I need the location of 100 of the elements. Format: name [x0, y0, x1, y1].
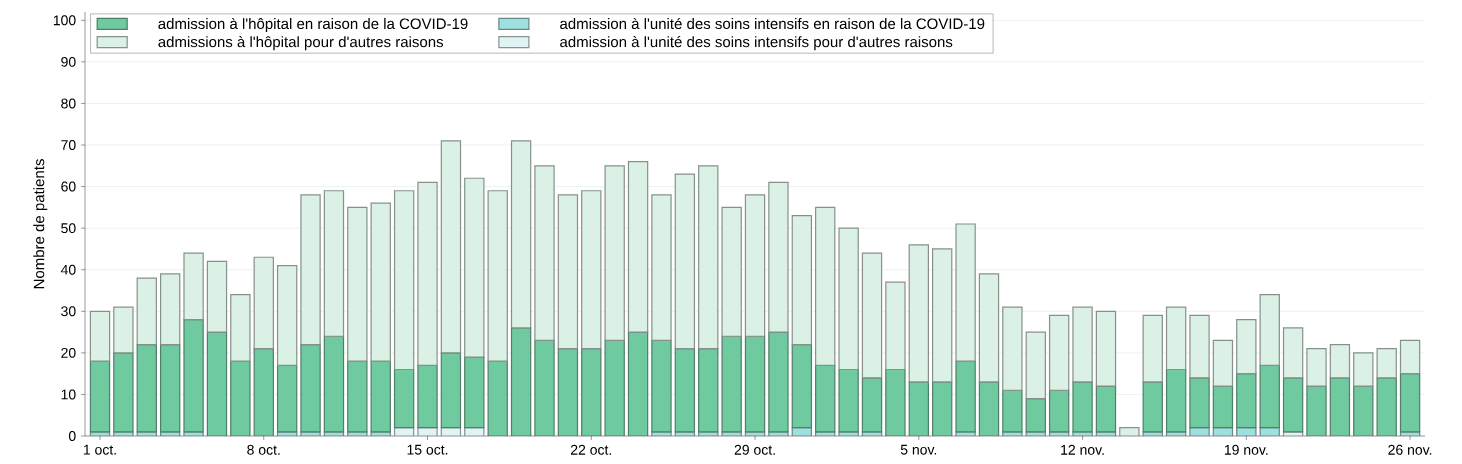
bar	[768, 331, 789, 433]
bar	[206, 260, 228, 333]
bar	[1189, 377, 1210, 429]
x-tick-label: 5 nov.	[900, 444, 937, 455]
bar	[1259, 364, 1280, 429]
bar	[253, 256, 274, 350]
bar	[838, 227, 859, 371]
bar	[698, 348, 719, 433]
bar	[1072, 306, 1093, 383]
y-tick-label: 70	[61, 140, 76, 150]
bar	[1072, 381, 1093, 433]
bar	[1236, 319, 1257, 375]
bar	[534, 165, 555, 341]
legend-label: admission à l'unité des soins intensifs pour d'autres raisons	[560, 36, 953, 51]
bar	[674, 348, 696, 433]
bar	[487, 190, 508, 362]
bar	[510, 140, 532, 329]
bar	[815, 364, 836, 433]
bar	[744, 194, 766, 337]
x-tick-label: 15 oct.	[407, 444, 448, 455]
y-tick-label: 20	[61, 347, 76, 358]
bar	[1353, 352, 1374, 387]
legend-label: admission à l'unité des soins intensifs en raison de la COVID-19	[560, 17, 985, 30]
bar	[1165, 306, 1187, 371]
bar	[1259, 294, 1280, 366]
bar	[417, 181, 438, 366]
bar	[1002, 389, 1023, 433]
bar	[1189, 314, 1210, 379]
bar	[651, 339, 672, 433]
bar	[581, 190, 602, 350]
bar	[698, 165, 719, 350]
bar	[955, 360, 976, 433]
bar	[1142, 314, 1163, 383]
bar	[791, 343, 813, 429]
y-axis-title: Nombre de patients	[33, 159, 48, 289]
bar	[230, 294, 251, 362]
bar	[1095, 310, 1117, 387]
bar	[440, 140, 462, 354]
legend-label: admissions à l'hôpital pour d'autres raisons	[158, 36, 444, 51]
bar	[300, 194, 321, 346]
bar	[183, 319, 204, 433]
bar	[1142, 381, 1163, 433]
bar	[113, 352, 134, 433]
y-tick-label: 50	[61, 223, 76, 234]
bar	[885, 281, 906, 371]
bar	[183, 252, 204, 321]
bar	[861, 252, 883, 379]
bar	[393, 368, 415, 429]
bar	[1306, 348, 1327, 387]
bar	[1399, 339, 1421, 375]
bar	[300, 343, 321, 433]
bar	[1025, 397, 1046, 433]
bar	[861, 377, 883, 433]
bar	[604, 165, 625, 341]
x-tick-label: 22 oct.	[570, 444, 611, 455]
bar	[113, 306, 134, 354]
bar	[276, 364, 298, 433]
bar	[1025, 331, 1046, 400]
bar	[744, 335, 766, 433]
bar	[1095, 385, 1117, 433]
bar	[1376, 348, 1397, 379]
x-tick-label: 29 oct.	[734, 444, 775, 455]
bar	[464, 356, 485, 429]
bar	[838, 368, 859, 433]
bar	[276, 264, 298, 366]
bar	[1048, 314, 1070, 391]
x-tick-label: 8 oct.	[247, 444, 280, 455]
bar	[1236, 373, 1257, 429]
bar	[1212, 339, 1234, 387]
y-tick-label: 10	[61, 389, 76, 400]
bar	[1165, 368, 1187, 433]
bar	[1282, 327, 1304, 379]
bar	[908, 244, 929, 383]
x-tick-label: 1 oct.	[83, 444, 116, 455]
x-tick-label: 26 nov.	[1388, 444, 1432, 455]
y-tick-label: 90	[61, 56, 76, 67]
x-tick-label: 12 nov.	[1061, 444, 1104, 455]
legend-label: admission à l'hôpital en raison de la COVID-19	[158, 17, 468, 33]
bar	[370, 202, 391, 362]
bar	[978, 273, 1000, 383]
bar	[159, 343, 181, 433]
y-tick-label: 100	[53, 15, 76, 26]
bar	[417, 364, 438, 429]
bar	[721, 206, 742, 337]
bar	[1212, 385, 1234, 429]
bar	[1002, 306, 1023, 391]
bar	[1048, 389, 1070, 433]
y-tick-label: 40	[60, 264, 76, 275]
y-tick-label: 60	[61, 181, 76, 192]
bar	[347, 206, 368, 362]
bar	[557, 194, 579, 350]
bar	[651, 194, 672, 341]
y-tick-label: 0	[68, 431, 76, 441]
bar	[159, 273, 181, 346]
bar	[89, 310, 111, 362]
bar	[815, 206, 836, 366]
bar	[136, 343, 157, 433]
bar	[721, 335, 742, 433]
bar	[440, 352, 462, 429]
bar	[1329, 343, 1351, 379]
